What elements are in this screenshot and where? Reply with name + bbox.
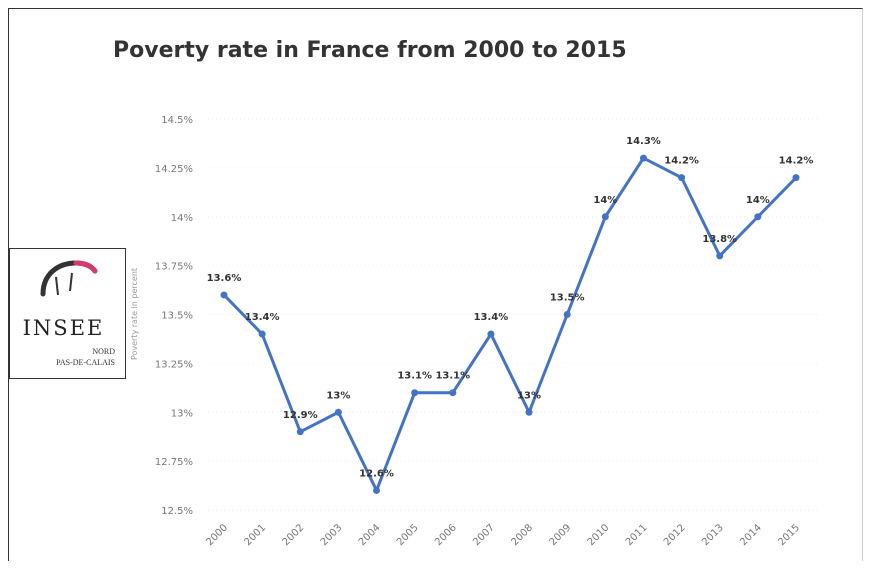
x-tick-label: 2002 (281, 522, 307, 548)
data-labels: 13.6% 13.4% 12.9% 13% 12.6% 13.1% 13.1% 13.4% 13… (207, 136, 814, 479)
data-label: 12.9% (283, 410, 318, 421)
chart-frame (8, 8, 863, 561)
data-label: 13.8% (702, 234, 737, 245)
data-point (716, 252, 724, 260)
insee-logo: INSEE NORD PAS-DE-CALAIS (9, 248, 126, 379)
y-tick-label: 13.25% (155, 359, 193, 370)
data-point (373, 486, 381, 494)
data-label: 13.1% (435, 371, 470, 382)
x-tick-label: 2000 (204, 522, 230, 548)
y-tick-label: 13.5% (161, 311, 193, 322)
data-point (220, 291, 228, 299)
gridlines (208, 118, 819, 511)
data-label: 14.3% (626, 136, 661, 147)
data-point (449, 389, 457, 397)
y-axis-label: Poverty rate in percent (130, 268, 139, 360)
x-tick-label: 2003 (319, 522, 345, 548)
x-tick-label: 2009 (548, 522, 574, 548)
y-tick-label: 12.5% (161, 506, 193, 517)
y-tick-label: 13.75% (155, 262, 193, 273)
data-label: 13.6% (207, 273, 242, 284)
logo-wordmark: INSEE (22, 316, 105, 340)
data-point (563, 311, 571, 318)
data-label: 14% (746, 195, 770, 206)
data-label: 13.4% (474, 312, 509, 323)
data-label: 12.6% (359, 468, 394, 479)
y-tick-label: 12.75% (155, 457, 193, 468)
x-tick-label: 2014 (738, 522, 764, 548)
logo-region-line2: PAS-DE-CALAIS (56, 358, 115, 367)
data-label: 14.2% (779, 156, 814, 167)
x-tick-label: 2011 (624, 522, 650, 548)
x-tick-label: 2012 (662, 522, 688, 548)
x-tick-label: 2013 (700, 522, 726, 548)
x-tick-label: 2001 (242, 522, 268, 548)
data-point (487, 330, 495, 338)
data-point (296, 428, 304, 436)
chart-title: Poverty rate in France from 2000 to 2015 (113, 38, 627, 63)
data-label: 13.1% (397, 371, 432, 382)
x-tick-label: 2004 (357, 522, 383, 548)
data-label: 13.5% (550, 293, 585, 304)
data-point (411, 389, 419, 397)
data-point (754, 213, 762, 221)
data-label: 13.4% (245, 312, 280, 323)
x-tick-label: 2006 (433, 522, 459, 548)
x-tick-label: 2008 (509, 522, 535, 548)
data-label: 14% (593, 195, 617, 206)
y-tick-label: 14.5% (161, 115, 193, 126)
data-point (258, 330, 266, 338)
data-point (334, 408, 342, 416)
logo-accent-arc (73, 260, 98, 274)
series-line (222, 156, 798, 492)
x-axis-ticks: 2000 2001 2002 2003 2004 2005 2006 2007 2008 2009… (204, 522, 802, 548)
series-poverty-rate (220, 154, 800, 494)
y-tick-label: 14% (171, 213, 193, 224)
y-tick-label: 14.25% (155, 164, 193, 175)
data-label: 13% (326, 390, 350, 401)
data-point (639, 154, 647, 162)
data-label: 14.2% (664, 156, 699, 167)
data-point (525, 408, 533, 416)
insee-logo-mark (40, 260, 98, 297)
y-tick-label: 13% (171, 408, 193, 419)
logo-region-line1: NORD (92, 347, 115, 356)
data-point (792, 174, 800, 182)
data-point (678, 174, 686, 182)
x-tick-label: 2005 (395, 522, 421, 548)
x-tick-label: 2007 (471, 522, 497, 548)
x-tick-label: 2015 (776, 522, 802, 548)
data-label: 13% (517, 390, 541, 401)
data-point (601, 213, 609, 221)
x-tick-label: 2010 (586, 522, 612, 548)
y-axis-ticks: 12.5% 12.75% 13% 13.25% 13.5% 13.75% 14% 14.25%… (155, 115, 193, 517)
